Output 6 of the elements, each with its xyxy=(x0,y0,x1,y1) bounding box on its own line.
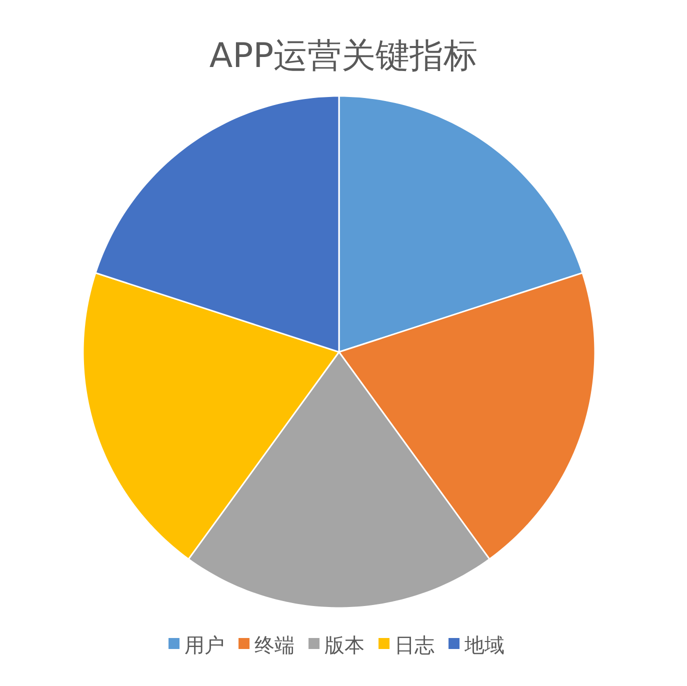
legend-label: 日志 xyxy=(394,633,434,657)
legend-label: 用户 xyxy=(184,633,224,657)
legend-label: 地域 xyxy=(464,633,504,657)
legend-label: 版本 xyxy=(324,633,364,657)
legend-label: 终端 xyxy=(254,633,294,657)
chart-title: APP运营关键指标 xyxy=(209,36,478,76)
